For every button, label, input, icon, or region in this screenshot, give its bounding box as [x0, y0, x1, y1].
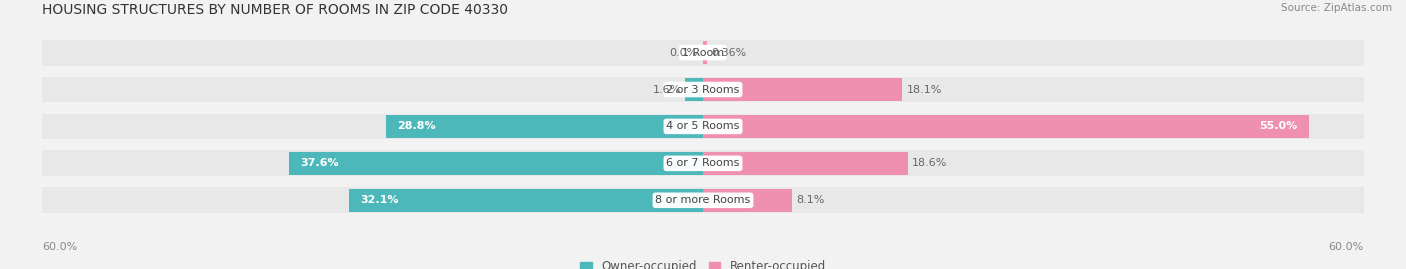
Text: 8 or more Rooms: 8 or more Rooms: [655, 195, 751, 205]
Text: Source: ZipAtlas.com: Source: ZipAtlas.com: [1281, 3, 1392, 13]
Bar: [703, 152, 908, 175]
Bar: [703, 189, 792, 212]
Text: 18.6%: 18.6%: [912, 158, 948, 168]
Bar: [42, 77, 1364, 102]
Bar: [350, 189, 703, 212]
Legend: Owner-occupied, Renter-occupied: Owner-occupied, Renter-occupied: [579, 260, 827, 269]
Bar: [42, 150, 1364, 176]
Text: 6 or 7 Rooms: 6 or 7 Rooms: [666, 158, 740, 168]
Text: 18.1%: 18.1%: [907, 84, 942, 94]
Text: 0.0%: 0.0%: [669, 48, 697, 58]
Bar: [42, 187, 1364, 213]
Text: 1.6%: 1.6%: [652, 84, 681, 94]
Text: 37.6%: 37.6%: [299, 158, 339, 168]
Text: 32.1%: 32.1%: [360, 195, 399, 205]
Text: 60.0%: 60.0%: [1329, 242, 1364, 252]
Bar: [288, 152, 703, 175]
Bar: [703, 41, 707, 64]
Text: 1 Room: 1 Room: [682, 48, 724, 58]
Text: 4 or 5 Rooms: 4 or 5 Rooms: [666, 121, 740, 132]
Text: 8.1%: 8.1%: [797, 195, 825, 205]
Text: 55.0%: 55.0%: [1260, 121, 1298, 132]
Text: 2 or 3 Rooms: 2 or 3 Rooms: [666, 84, 740, 94]
Bar: [685, 78, 703, 101]
Text: 0.36%: 0.36%: [711, 48, 747, 58]
Text: 28.8%: 28.8%: [396, 121, 436, 132]
Bar: [42, 114, 1364, 139]
Text: 60.0%: 60.0%: [42, 242, 77, 252]
Bar: [703, 115, 1309, 138]
Bar: [385, 115, 703, 138]
Bar: [42, 40, 1364, 66]
Text: HOUSING STRUCTURES BY NUMBER OF ROOMS IN ZIP CODE 40330: HOUSING STRUCTURES BY NUMBER OF ROOMS IN…: [42, 3, 508, 17]
Bar: [703, 78, 903, 101]
